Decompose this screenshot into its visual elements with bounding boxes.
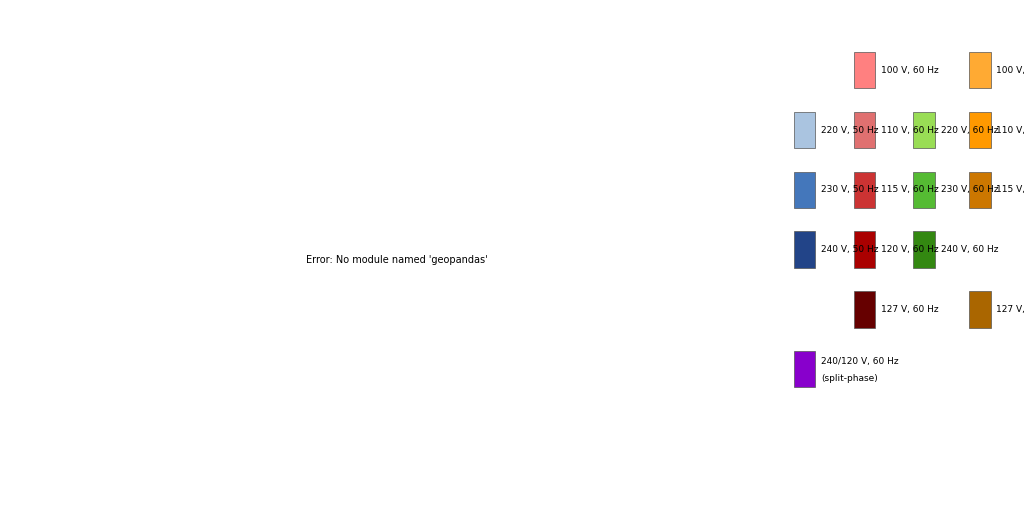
Text: 115 V, 60 Hz: 115 V, 60 Hz (881, 185, 939, 194)
Text: 100 V, 50 Hz: 100 V, 50 Hz (996, 66, 1024, 75)
FancyBboxPatch shape (969, 291, 990, 328)
FancyBboxPatch shape (794, 231, 815, 268)
Text: 240 V, 50 Hz: 240 V, 50 Hz (821, 245, 879, 254)
Text: 127 V, 60 Hz: 127 V, 60 Hz (881, 305, 939, 314)
Text: 230 V, 50 Hz: 230 V, 50 Hz (821, 185, 879, 194)
Text: 127 V, 50 Hz: 127 V, 50 Hz (996, 305, 1024, 314)
FancyBboxPatch shape (854, 231, 876, 268)
Text: 220 V, 50 Hz: 220 V, 50 Hz (821, 125, 879, 135)
FancyBboxPatch shape (913, 172, 935, 208)
Text: 110 V, 60 Hz: 110 V, 60 Hz (881, 125, 939, 135)
FancyBboxPatch shape (969, 52, 990, 88)
FancyBboxPatch shape (854, 291, 876, 328)
Text: 220 V, 60 Hz: 220 V, 60 Hz (941, 125, 998, 135)
FancyBboxPatch shape (794, 351, 815, 387)
FancyBboxPatch shape (854, 52, 876, 88)
Text: 230 V, 60 Hz: 230 V, 60 Hz (941, 185, 998, 194)
FancyBboxPatch shape (969, 112, 990, 148)
Text: 110 V, 50 Hz: 110 V, 50 Hz (996, 125, 1024, 135)
FancyBboxPatch shape (913, 231, 935, 268)
FancyBboxPatch shape (913, 112, 935, 148)
FancyBboxPatch shape (854, 112, 876, 148)
FancyBboxPatch shape (969, 172, 990, 208)
FancyBboxPatch shape (794, 172, 815, 208)
Text: 100 V, 60 Hz: 100 V, 60 Hz (881, 66, 939, 75)
Text: 240 V, 60 Hz: 240 V, 60 Hz (941, 245, 998, 254)
Text: Error: No module named 'geopandas': Error: No module named 'geopandas' (306, 255, 487, 265)
Text: 115 V, 50 Hz: 115 V, 50 Hz (996, 185, 1024, 194)
Text: (split-phase): (split-phase) (821, 374, 878, 383)
FancyBboxPatch shape (794, 112, 815, 148)
Text: 240/120 V, 60 Hz: 240/120 V, 60 Hz (821, 357, 899, 367)
Text: 120 V, 60 Hz: 120 V, 60 Hz (881, 245, 939, 254)
FancyBboxPatch shape (854, 172, 876, 208)
